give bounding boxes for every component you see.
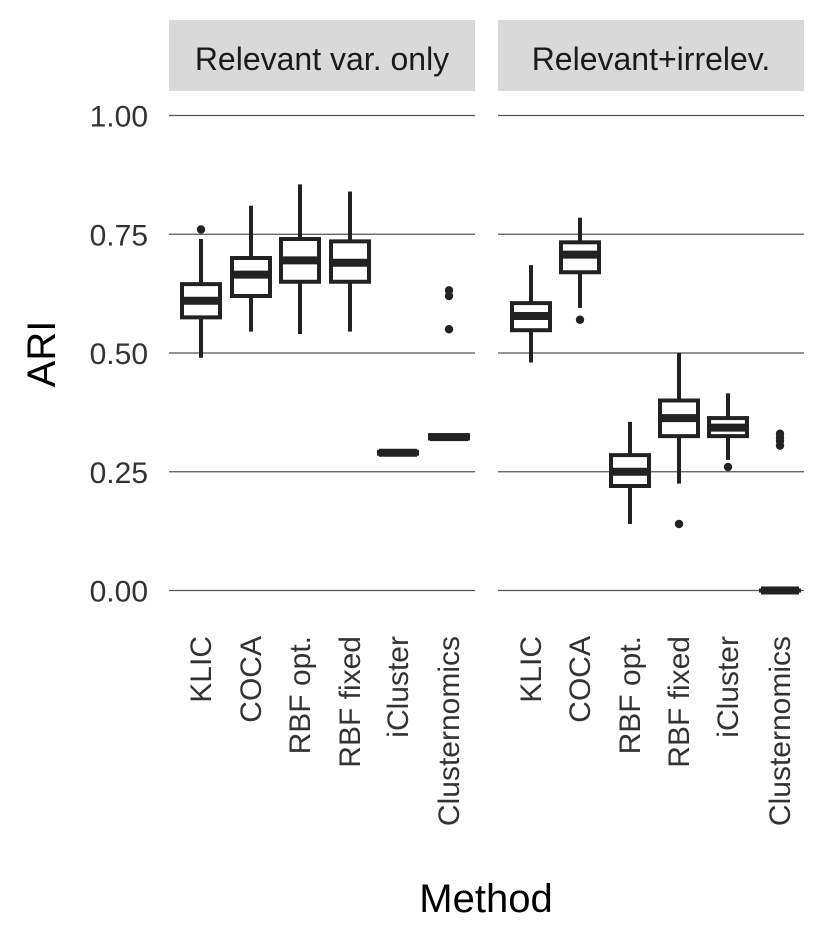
boxplot-0-3 — [329, 191, 371, 332]
boxplot-1-1 — [559, 217, 601, 324]
outlier-point — [575, 315, 585, 324]
boxplot-0-4 — [377, 448, 419, 457]
outlier-point — [444, 286, 454, 295]
x-tick-label: RBF fixed — [334, 636, 367, 768]
y-tick-label: 0.50 — [90, 338, 148, 371]
boxplot-1-2 — [609, 421, 651, 524]
panel-left-boxes — [180, 184, 470, 457]
boxplot-1-3 — [658, 353, 700, 529]
x-tick-label: KLIC — [515, 636, 548, 703]
panel-strip-right-bg — [498, 20, 804, 91]
y-axis-ticks: 0.00 0.25 0.50 0.75 1.00 — [90, 101, 148, 609]
x-tick-label: COCA — [235, 636, 268, 723]
boxplot-0-5 — [428, 286, 470, 442]
x-tick-label: Clusternomics — [764, 636, 797, 826]
boxplot-0-0 — [180, 225, 222, 358]
boxplot-1-5 — [759, 429, 801, 595]
panel-strip-right: Relevant+irrelev. — [498, 20, 804, 91]
x-tick-label: COCA — [564, 636, 597, 723]
panel-strip-left: Relevant var. only — [169, 20, 475, 91]
outlier-point — [196, 225, 206, 234]
panel-strip-right-label: Relevant+irrelev. — [532, 41, 771, 77]
gridlines — [169, 114, 804, 592]
x-tick-label: iCluster — [712, 636, 745, 738]
x-tick-label: Clusternomics — [433, 636, 466, 826]
x-tick-label: RBF fixed — [663, 636, 696, 768]
panel-strip-left-label: Relevant var. only — [195, 41, 449, 77]
panel-strip-left-bg — [169, 20, 475, 91]
x-tick-label: RBF opt. — [284, 636, 317, 754]
boxplot-0-2 — [279, 184, 321, 334]
outlier-point — [674, 519, 684, 529]
outlier-point — [444, 325, 454, 334]
y-tick-label: 0.75 — [90, 219, 148, 252]
y-axis-title: ARI — [20, 321, 64, 388]
y-tick-label: 0.25 — [90, 457, 148, 490]
x-tick-label: iCluster — [382, 636, 415, 738]
x-tick-label: KLIC — [185, 636, 218, 703]
y-tick-label: 0.00 — [90, 576, 148, 609]
x-axis-ticks: KLIC COCA RBF opt. RBF fixed iCluster Cluster… — [185, 636, 797, 826]
x-axis-title: Method — [419, 877, 552, 921]
panel-right-boxes — [510, 217, 801, 595]
x-tick-label: RBF opt. — [614, 636, 647, 754]
y-tick-label: 1.00 — [90, 101, 148, 134]
outlier-point — [723, 462, 733, 472]
boxplot-1-4 — [707, 393, 749, 472]
boxplot-1-0 — [510, 265, 552, 363]
boxplot-0-1 — [230, 205, 272, 332]
outlier-point — [775, 429, 785, 438]
